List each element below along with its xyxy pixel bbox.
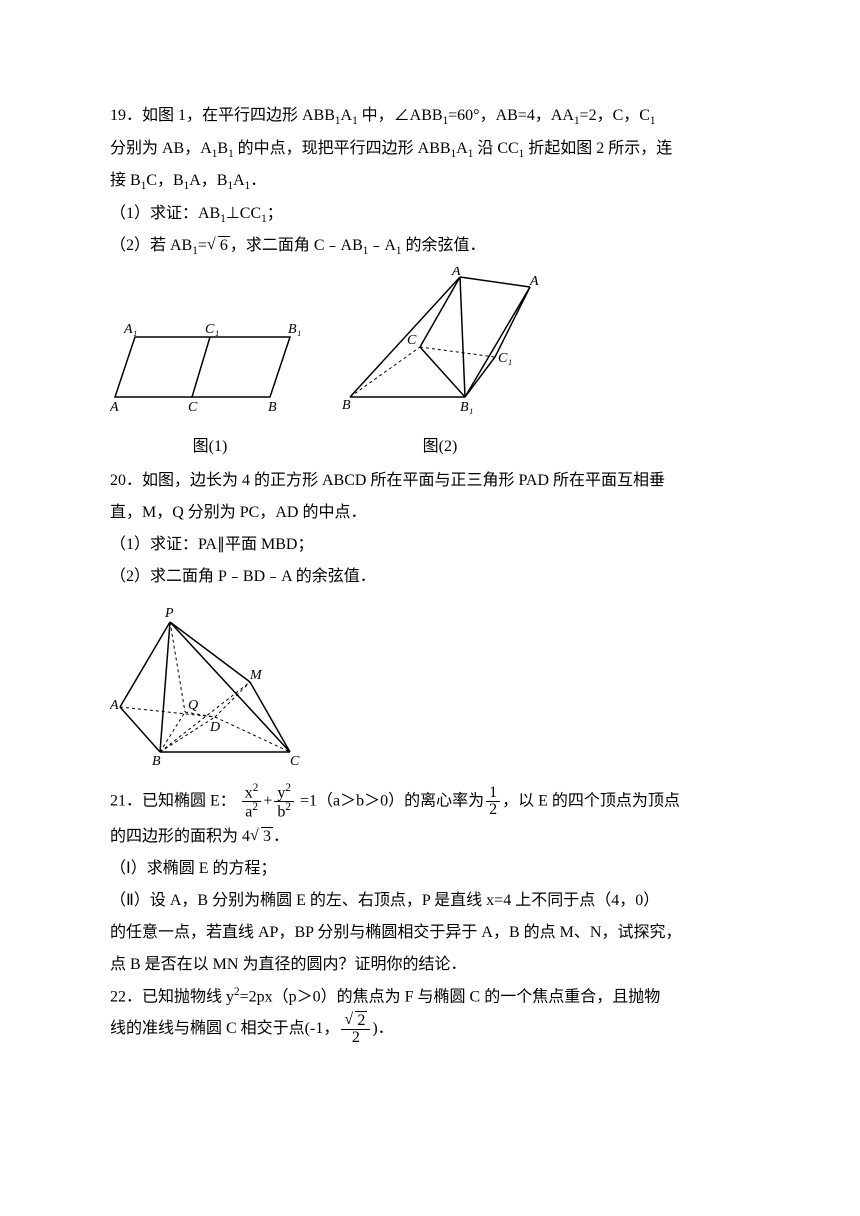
t: 的中点，现把平行四边形 ABB <box>234 140 451 157</box>
svg-text:A: A <box>110 698 119 713</box>
t: （1）求证：AB <box>110 205 220 222</box>
svg-text:A: A <box>110 400 119 415</box>
t: ． <box>273 828 289 845</box>
t: =60°，AB=4，AA <box>448 107 574 124</box>
t: ，以 E 的四个顶点为顶点 <box>502 792 680 809</box>
svg-text:Q: Q <box>188 698 198 713</box>
t: = <box>198 237 207 254</box>
svg-text:A₁: A₁ <box>529 274 540 289</box>
q19-figures: A₁ C₁ B₁ A C B 图(1) <box>110 267 750 463</box>
q19-line3: 接 B1C，B1A，B1A1． <box>110 165 750 198</box>
t: 沿 CC <box>473 140 518 157</box>
pyramid-icon: P A B C D M Q <box>110 597 310 767</box>
sqrt6: 6 <box>218 236 230 254</box>
q19-fig1: A₁ C₁ B₁ A C B 图(1) <box>110 307 310 463</box>
svg-text:B: B <box>152 754 161 767</box>
parallelogram-icon: A₁ C₁ B₁ A C B <box>110 307 310 417</box>
q19-part2: （2）若 AB1=6，求二面角 C﹣AB1﹣A1 的余弦值． <box>110 230 750 263</box>
t: B <box>217 140 228 157</box>
q21-part2-l3: 点 B 是否在以 MN 为直径的圆内？证明你的结论． <box>110 949 750 981</box>
t: 中，∠ABB <box>358 107 443 124</box>
sqrt3: 3 <box>261 827 273 845</box>
svg-text:B: B <box>342 398 351 413</box>
svg-text:C₁: C₁ <box>205 322 219 337</box>
q20-line2: 直，M，Q 分别为 PC，AD 的中点． <box>110 497 750 529</box>
t: 折起如图 2 所示，连 <box>524 140 672 157</box>
t: 22．已知抛物线 y <box>110 988 234 1005</box>
svg-text:A: A <box>451 267 461 279</box>
q19-part1: （1）求证：AB1⊥CC1； <box>110 198 750 231</box>
svg-text:B: B <box>268 400 277 415</box>
q19-fig2: B B₁ C C₁ A A₁ 图(2) <box>340 267 540 463</box>
q19-line2: 分别为 AB，A1B1 的中点，现把平行四边形 ABB1A1 沿 CC1 折起如… <box>110 133 750 166</box>
fig2-label: 图(2) <box>340 431 540 463</box>
svg-text:D: D <box>209 720 220 735</box>
t: A，B <box>189 172 227 189</box>
svg-text:C₁: C₁ <box>498 351 512 366</box>
t: ； <box>267 205 283 222</box>
q19-line1: 19．如图 1，在平行四边形 ABB1A1 中，∠ABB1=60°，AB=4，A… <box>110 100 750 133</box>
svg-text:C: C <box>290 754 300 767</box>
t: A <box>233 172 245 189</box>
svg-text:B₁: B₁ <box>460 400 473 415</box>
svg-text:C: C <box>407 333 417 348</box>
t: 接 B <box>110 172 141 189</box>
q22-line1: 22．已知抛物线 y2=2px（p＞0）的焦点为 F 与椭圆 C 的一个焦点重合… <box>110 981 750 1013</box>
q20-part1: （1）求证：PA∥平面 MBD； <box>110 529 750 561</box>
t: ． <box>250 172 266 189</box>
svg-text:C: C <box>188 400 198 415</box>
q20-line1: 20．如图，边长为 4 的正方形 ABCD 所在平面与正三角形 PAD 所在平面… <box>110 465 750 497</box>
t: 线的准线与椭圆 C 相交于点(-1， <box>110 1020 339 1037</box>
q20-figure: P A B C D M Q <box>110 597 750 779</box>
t: （2）若 AB <box>110 237 192 254</box>
t: 21．已知椭圆 E： <box>110 792 236 809</box>
svg-text:M: M <box>249 668 263 683</box>
t: )． <box>372 1020 393 1037</box>
q21-line1: 21．已知椭圆 E： x2a2+y2b2 =1（a＞b＞0）的离心率为12，以 … <box>110 783 750 821</box>
t: ⊥CC <box>226 205 261 222</box>
t: A <box>456 140 468 157</box>
t: C，B <box>146 172 183 189</box>
page: 19．如图 1，在平行四边形 ABB1A1 中，∠ABB1=60°，AB=4，A… <box>0 0 860 1086</box>
t: =2px（p＞0）的焦点为 F 与椭圆 C 的一个焦点重合，且抛物 <box>240 988 661 1005</box>
q21-part2-l1: （Ⅱ）设 A，B 分别为椭圆 E 的左、右顶点，P 是直线 x=4 上不同于点（… <box>110 885 750 917</box>
q20-part2: （2）求二面角 P﹣BD﹣A 的余弦值． <box>110 561 750 593</box>
t: A <box>341 107 353 124</box>
t: =1（a＞b＞0）的离心率为 <box>300 792 484 809</box>
q21-part2-l2: 的任意一点，若直线 AP，BP 分别与椭圆相交于异于 A，B 的点 M、N，试探… <box>110 917 750 949</box>
t: ﹣A <box>368 237 396 254</box>
t: 19．如图 1，在平行四边形 ABB <box>110 107 335 124</box>
t: 的四边形的面积为 4 <box>110 828 250 845</box>
fig1-label: 图(1) <box>110 431 310 463</box>
svg-text:A₁: A₁ <box>123 322 137 337</box>
t: ，求二面角 C﹣AB <box>230 237 363 254</box>
svg-text:P: P <box>164 606 174 621</box>
svg-text:B₁: B₁ <box>288 322 301 337</box>
t: 的余弦值． <box>402 237 486 254</box>
q21-part1: （Ⅰ）求椭圆 E 的方程； <box>110 853 750 885</box>
folded-shape-icon: B B₁ C C₁ A A₁ <box>340 267 540 417</box>
t: =2，C，C <box>580 107 650 124</box>
t: 分别为 AB，A <box>110 140 212 157</box>
q22-line2: 线的准线与椭圆 C 相交于点(-1，22)． <box>110 1013 750 1046</box>
q21-line2: 的四边形的面积为 4 3． <box>110 821 750 853</box>
